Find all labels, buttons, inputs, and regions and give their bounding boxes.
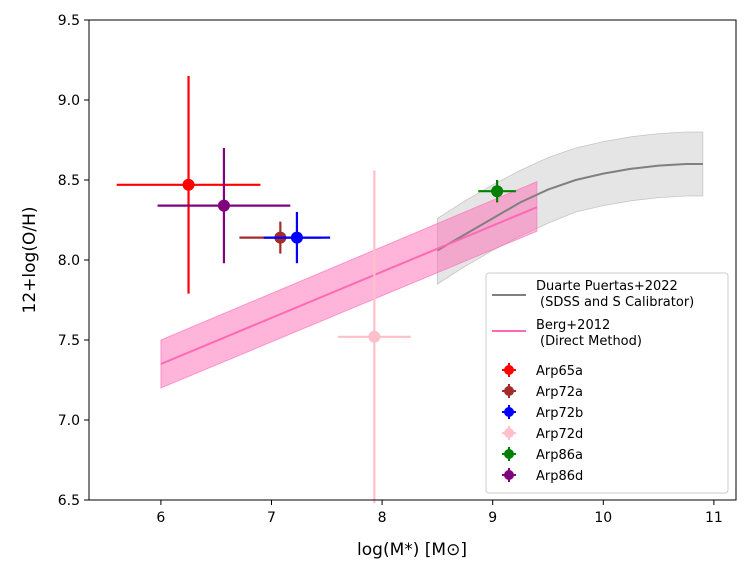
y-axis: 6.5 7.0 7.5 8.0 8.5 9.0 9.5 [58, 13, 89, 509]
legend-label: Arp65a [536, 364, 583, 379]
y-tick-label: 6.5 [58, 493, 80, 509]
legend-item-arp86d: Arp86d [502, 468, 583, 484]
point-arp72d [337, 170, 411, 504]
legend-label-berg: Berg+2012 [536, 318, 610, 333]
legend-label: Arp72a [536, 385, 583, 400]
x-tick-label: 10 [594, 510, 612, 526]
y-tick-label: 7.0 [58, 413, 80, 429]
y-axis-label: 12+log(O/H) [20, 207, 40, 314]
data-points [116, 76, 516, 504]
y-tick-label: 9.5 [58, 13, 80, 29]
legend: Duarte Puertas+2022 (SDSS and S Calibrat… [485, 272, 729, 494]
marker-arp72d [368, 330, 381, 343]
y-tick-label: 8.0 [58, 253, 80, 269]
legend-label-duarte: Duarte Puertas+2022 [536, 279, 678, 294]
legend-item-arp72d: Arp72d [502, 426, 583, 442]
line-duarte-puertas-2022 [436, 163, 703, 252]
legend-sublabel-berg: (Direct Method) [540, 334, 642, 349]
x-axis: 6 7 8 9 10 11 [156, 500, 723, 526]
x-tick-label: 9 [488, 510, 497, 526]
marker-arp86d [217, 199, 230, 212]
legend-item-arp86a: Arp86a [502, 447, 583, 463]
x-tick-label: 7 [267, 510, 276, 526]
legend-label: Arp86a [536, 448, 583, 463]
x-tick-label: 6 [156, 510, 165, 526]
x-tick-label: 8 [378, 510, 387, 526]
y-tick-label: 9.0 [58, 93, 80, 109]
legend-box [485, 272, 729, 494]
legend-marker [504, 386, 514, 396]
y-tick-label: 8.5 [58, 173, 80, 189]
marker-arp72b [290, 231, 303, 244]
legend-item-arp72a: Arp72a [502, 384, 583, 400]
marker-arp65a [182, 178, 195, 191]
point-arp86a [478, 180, 516, 203]
x-tick-label: 11 [705, 510, 723, 526]
x-axis-label: log(M*) [M⊙] [357, 540, 467, 560]
point-arp65a [116, 76, 261, 294]
y-tick-label: 7.5 [58, 333, 80, 349]
legend-items: Arp65a Arp72a Arp72b Arp72d Arp86a Arp86d [502, 363, 583, 484]
legend-label: Arp72b [536, 406, 583, 421]
legend-label: Arp72d [536, 427, 583, 442]
relation-lines [160, 163, 703, 365]
legend-marker [504, 407, 514, 417]
legend-marker [504, 470, 514, 480]
legend-label: Arp86d [536, 469, 583, 484]
point-arp86d [157, 148, 291, 264]
point-arp72b [263, 212, 331, 264]
marker-arp86a [491, 185, 504, 198]
legend-marker [504, 449, 514, 459]
legend-item-arp65a: Arp65a [502, 363, 583, 379]
legend-item-arp72b: Arp72b [502, 405, 583, 421]
line-berg-2012 [160, 206, 538, 365]
legend-marker [504, 428, 514, 438]
legend-marker [504, 365, 514, 375]
legend-sublabel-duarte: (SDSS and S Calibrator) [540, 295, 694, 310]
